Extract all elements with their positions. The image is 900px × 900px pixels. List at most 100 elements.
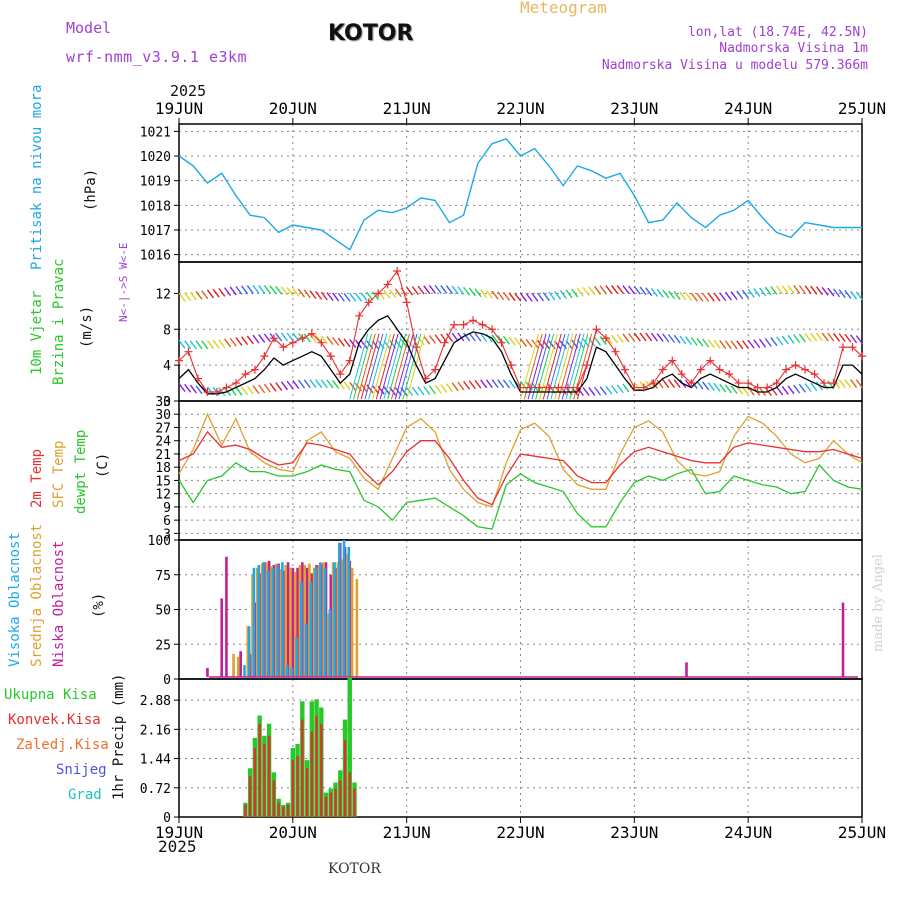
wind-barb bbox=[770, 286, 778, 295]
wind-barb bbox=[696, 292, 704, 302]
wind-barb bbox=[628, 285, 636, 295]
wind-barb bbox=[229, 337, 237, 347]
y-tick-label: 4 bbox=[163, 359, 171, 374]
wind-barb-strong bbox=[527, 333, 547, 400]
wind-barb bbox=[793, 284, 801, 294]
wind-barb bbox=[326, 379, 334, 389]
wind-barb bbox=[832, 332, 841, 342]
wind-barb bbox=[838, 333, 846, 343]
wind-barb bbox=[787, 285, 795, 294]
wind-gust-marker bbox=[592, 325, 601, 334]
wind-barb bbox=[440, 384, 448, 393]
wind-gust-marker bbox=[535, 383, 544, 392]
wind-barb bbox=[850, 290, 858, 300]
wind-barb bbox=[844, 379, 852, 389]
wind-barb-strong bbox=[565, 333, 585, 400]
wind-barb bbox=[258, 384, 266, 394]
mid-cloud-bar bbox=[317, 565, 321, 677]
wind-barb bbox=[457, 286, 465, 296]
wind-barb bbox=[707, 382, 715, 391]
low-cloud-bar bbox=[206, 667, 209, 677]
y-tick-label: 33 bbox=[155, 395, 171, 410]
wind-barb bbox=[235, 285, 243, 295]
wind-barb bbox=[383, 289, 391, 299]
wind-barb bbox=[650, 332, 658, 342]
wind-gust-marker bbox=[763, 383, 772, 392]
x-day-label-bottom: 20JUN bbox=[269, 823, 317, 842]
wind-gust-marker bbox=[326, 352, 335, 361]
wind-gust-marker bbox=[431, 365, 440, 374]
high-cloud-bar bbox=[319, 562, 322, 677]
wind-barb bbox=[223, 338, 232, 348]
wind-barb bbox=[445, 285, 454, 295]
wind-barb bbox=[707, 292, 715, 302]
wind-barb bbox=[611, 385, 619, 394]
wind-gust-marker bbox=[801, 365, 810, 374]
wind-barb bbox=[548, 291, 556, 301]
wind-barb bbox=[764, 338, 772, 347]
wind-barb bbox=[519, 338, 528, 348]
wind-gust-marker bbox=[317, 338, 326, 347]
wind-barb bbox=[696, 380, 704, 390]
wind-barb bbox=[411, 286, 419, 296]
wind-barb-strong bbox=[542, 333, 562, 400]
wind-barb bbox=[616, 333, 624, 343]
wind-barb bbox=[713, 339, 721, 349]
wind-barb bbox=[588, 286, 596, 296]
high-cloud-bar bbox=[243, 665, 246, 677]
wind-barb bbox=[702, 381, 710, 391]
mid-cloud-bar bbox=[327, 613, 330, 677]
wind-barb bbox=[787, 334, 795, 344]
mid-cloud-bar bbox=[279, 569, 283, 677]
wind-barb bbox=[303, 333, 311, 343]
wind-barb bbox=[667, 379, 676, 388]
high-cloud-bar bbox=[290, 667, 294, 677]
wind-barb bbox=[343, 381, 351, 391]
wind-barb bbox=[571, 288, 579, 298]
wind-barb bbox=[389, 289, 397, 298]
wind-barb-strong bbox=[554, 333, 574, 400]
x-day-label-bottom: 21JUN bbox=[383, 823, 431, 842]
wind-gust-marker bbox=[307, 329, 316, 338]
y-tick-label: 0 bbox=[163, 811, 171, 826]
wind-barb-strong bbox=[391, 333, 410, 400]
wind-barb bbox=[343, 292, 351, 302]
wind-gust-marker bbox=[250, 365, 259, 374]
wind-barb bbox=[468, 380, 476, 390]
conv-rain-bar bbox=[324, 796, 328, 817]
wind-barb bbox=[633, 381, 641, 391]
wind-barb bbox=[531, 339, 539, 349]
wind-gust-marker bbox=[336, 370, 345, 379]
wind-barb bbox=[508, 379, 516, 389]
wind-barb bbox=[747, 288, 755, 298]
wind-barb bbox=[724, 291, 732, 301]
y-tick-label: 12 bbox=[155, 488, 171, 503]
wind-barb bbox=[451, 382, 459, 392]
mid-cloud-bar bbox=[331, 562, 335, 677]
mid-cloud-bar bbox=[274, 563, 278, 677]
wind-gust-marker bbox=[706, 356, 715, 365]
conv-rain-bar bbox=[339, 780, 342, 817]
wind-barb bbox=[736, 340, 744, 350]
wind-barb bbox=[753, 339, 761, 349]
wind-barb bbox=[855, 335, 863, 345]
low-cloud-bar bbox=[291, 567, 295, 677]
mid-cloud-bar bbox=[312, 567, 316, 677]
wind-gust-marker bbox=[725, 370, 734, 379]
wind-gust-marker bbox=[696, 365, 705, 374]
wind-barb bbox=[480, 289, 488, 298]
wind-barb bbox=[269, 382, 277, 392]
pressure-line bbox=[178, 137, 862, 251]
mid-cloud-bar bbox=[265, 562, 269, 677]
wind-gust-marker bbox=[677, 370, 686, 379]
wind-barb bbox=[827, 332, 835, 342]
conv-rain-bar bbox=[277, 802, 280, 817]
temp2m-line bbox=[178, 430, 863, 506]
wind-barb bbox=[468, 287, 476, 297]
conv-rain-bar bbox=[353, 788, 356, 817]
wind-gust-marker bbox=[782, 365, 791, 374]
mid-cloud-bar bbox=[270, 566, 273, 677]
wind-gust-marker bbox=[658, 365, 667, 374]
y-tick-label: 30 bbox=[155, 408, 171, 423]
wind-barb bbox=[201, 340, 209, 350]
